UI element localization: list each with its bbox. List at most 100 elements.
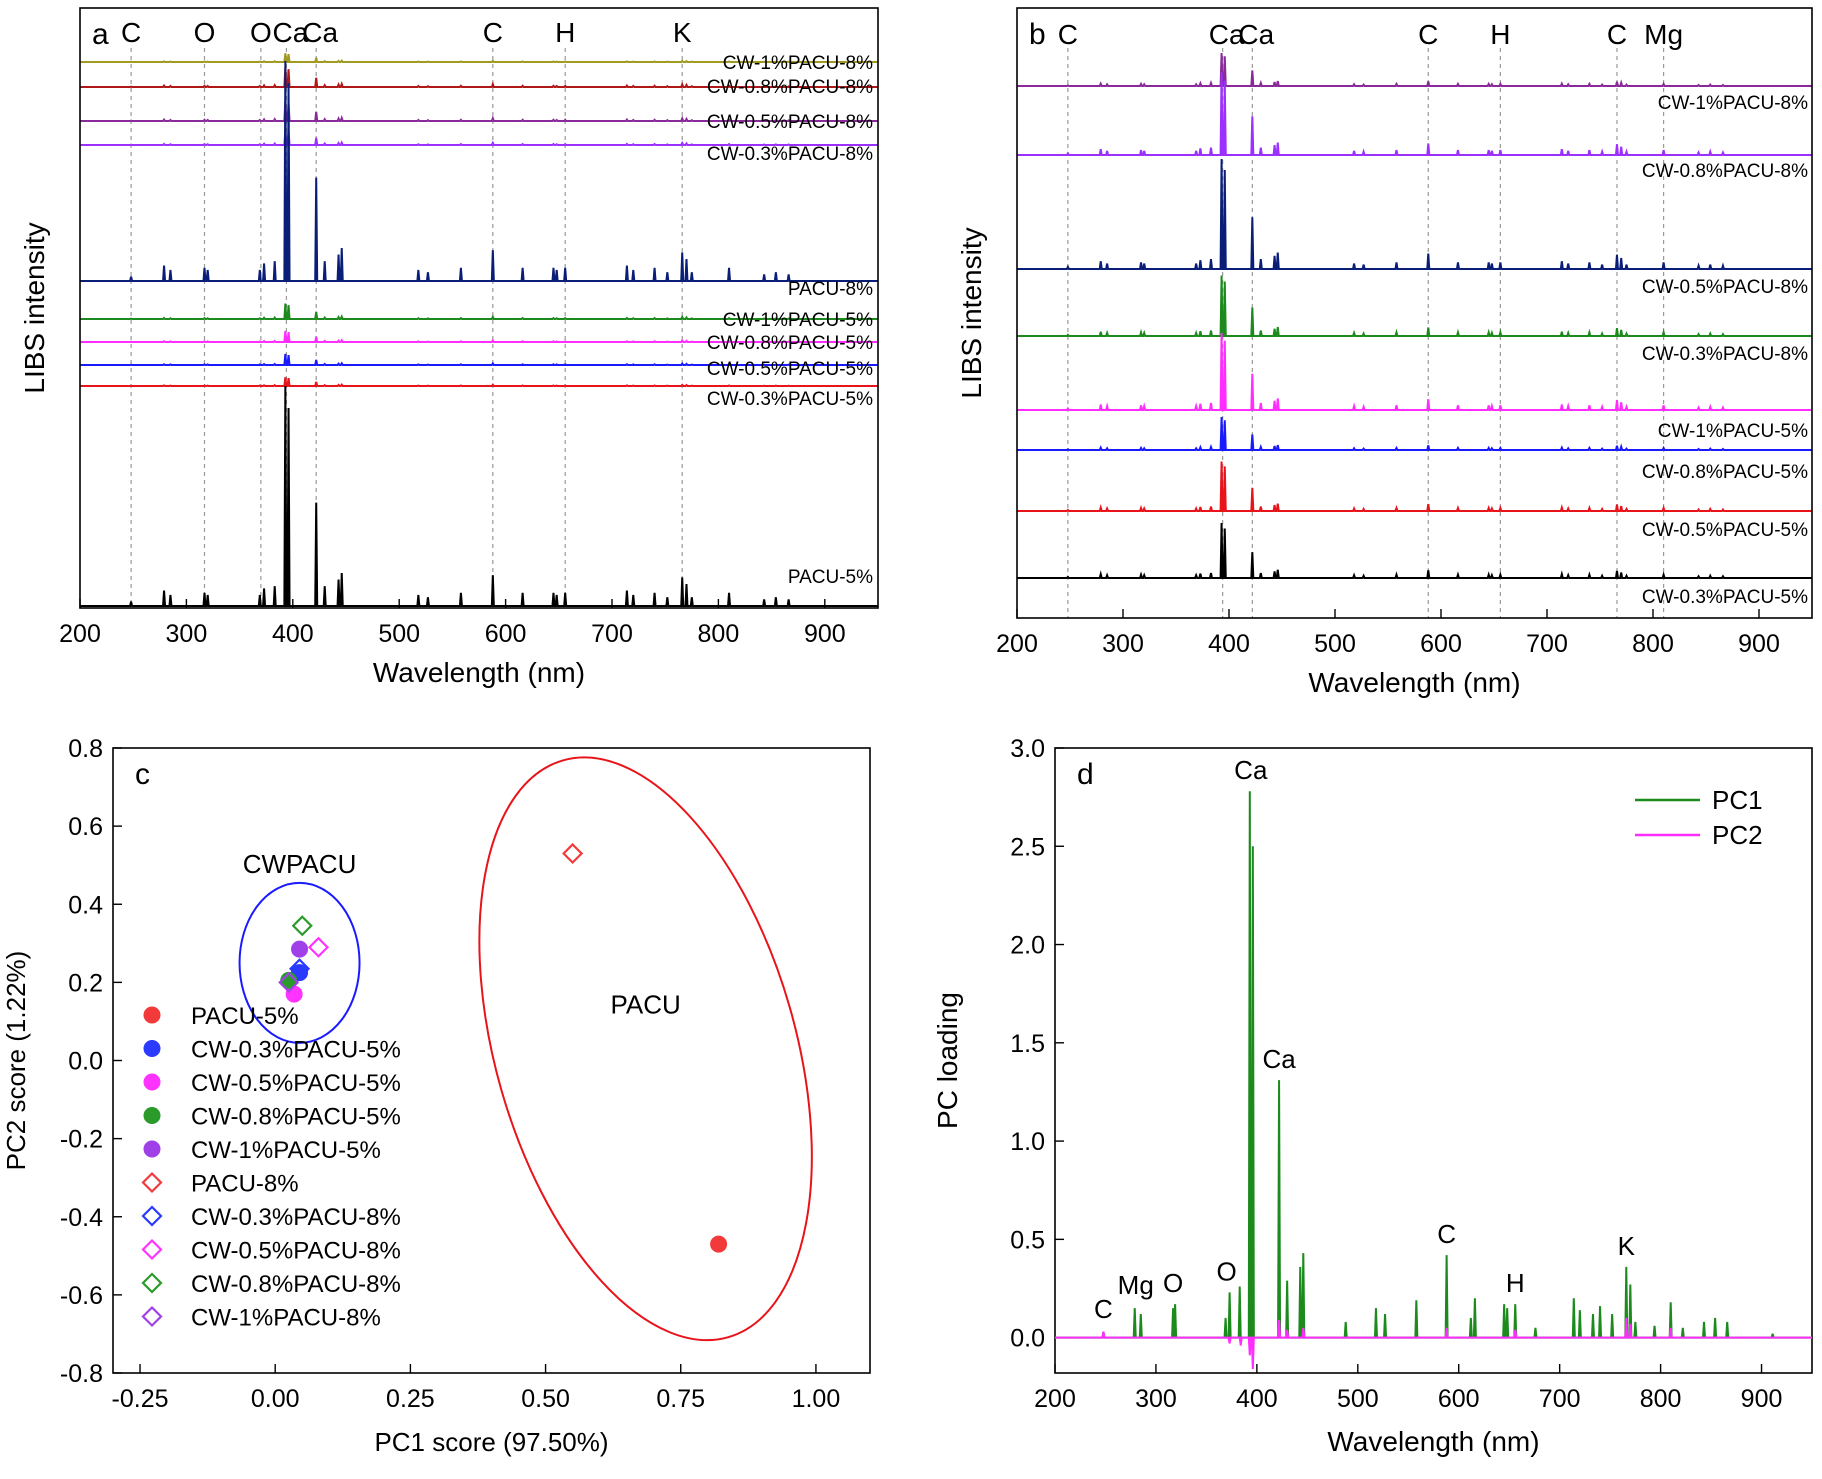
legend-symbol	[141, 1272, 163, 1294]
x-tick-label: 400	[1208, 630, 1250, 658]
series-label: CW-0.3%PACU-5%	[707, 389, 873, 410]
element-marker-label: H	[555, 17, 575, 48]
element-marker-label: C	[1607, 19, 1627, 50]
series-label: CW-1%PACU-5%	[723, 310, 873, 331]
series-label: CW-1%PACU-8%	[1658, 93, 1808, 114]
x-tick-label: 500	[1337, 1385, 1379, 1413]
element-marker-label: H	[1490, 19, 1510, 50]
element-marker-label: C	[1418, 19, 1438, 50]
y-tick-label: 0.0	[68, 1048, 103, 1076]
spectrum-line	[80, 385, 878, 607]
element-marker-label: Ca	[1209, 19, 1245, 50]
x-tick-label: 400	[272, 620, 314, 648]
legend-label: CW-0.8%PACU-5%	[191, 1104, 401, 1131]
spectrum-line	[1017, 52, 1812, 87]
x-tick-label: 400	[1236, 1385, 1278, 1413]
spectrum-line	[1017, 275, 1812, 337]
legend-symbol	[143, 1073, 161, 1091]
x-axis-label: Wavelength (nm)	[373, 657, 585, 688]
element-marker-label: Ca	[273, 17, 309, 48]
y-axis-label: LIBS intensity	[956, 227, 987, 398]
x-axis-label: Wavelength (nm)	[1308, 667, 1520, 698]
group-label: CWPACU	[243, 849, 357, 879]
spectrum-line	[1017, 461, 1812, 512]
peak-label: Mg	[1118, 1270, 1154, 1300]
x-tick-label: -0.25	[112, 1385, 169, 1413]
y-tick-label: -0.6	[60, 1282, 103, 1310]
peak-label: C	[1094, 1294, 1113, 1324]
legend-symbol	[143, 1140, 161, 1158]
y-tick-label: 1.0	[1010, 1128, 1045, 1156]
x-tick-label: 200	[1034, 1385, 1076, 1413]
y-tick-label: 3.0	[1010, 735, 1045, 763]
panel-letter: c	[135, 758, 150, 791]
series-label: CW-0.8%PACU-5%	[707, 333, 873, 354]
series-label: PACU-5%	[788, 567, 873, 588]
x-tick-label: 900	[804, 620, 846, 648]
x-tick-label: 900	[1738, 630, 1780, 658]
legend-symbol	[141, 1305, 163, 1328]
x-tick-label: 500	[378, 620, 420, 648]
series-label: CW-1%PACU-8%	[723, 53, 873, 74]
legend-symbol	[141, 1205, 163, 1227]
panel-letter: b	[1029, 18, 1046, 51]
x-tick-label: 300	[166, 620, 208, 648]
y-tick-label: 2.5	[1010, 833, 1045, 861]
y-tick-label: 0.0	[1010, 1325, 1045, 1353]
series-label: CW-0.3%PACU-5%	[1642, 587, 1808, 608]
data-point	[291, 915, 313, 937]
peak-label: O	[1163, 1268, 1183, 1298]
data-point	[562, 842, 584, 865]
legend-label: CW-0.5%PACU-5%	[191, 1070, 401, 1097]
plot-frame	[1016, 7, 1813, 619]
x-tick-label: 0.25	[386, 1385, 435, 1413]
legend-symbol	[141, 1171, 163, 1194]
series-label: CW-0.5%PACU-5%	[1642, 520, 1808, 541]
loading-line	[1055, 1317, 1812, 1370]
legend-label: CW-0.8%PACU-8%	[191, 1271, 401, 1298]
x-tick-label: 600	[1420, 630, 1462, 658]
x-axis-label: Wavelength (nm)	[1327, 1426, 1539, 1457]
series-label: CW-0.5%PACU-5%	[707, 359, 873, 380]
element-marker-label: Ca	[302, 17, 338, 48]
y-tick-label: -0.2	[60, 1126, 103, 1154]
x-tick-label: 800	[1640, 1385, 1682, 1413]
legend-symbol	[143, 1040, 161, 1057]
legend-label: CW-0.3%PACU-8%	[191, 1204, 401, 1231]
x-tick-label: 200	[996, 630, 1038, 658]
x-tick-label: 300	[1102, 630, 1144, 658]
y-tick-label: 0.8	[68, 735, 103, 763]
plot-frame	[1054, 747, 1813, 1374]
panel-d: 200 300 400 500 600 700 800 900 3.0 2.5 2.0 1.5 1.0 0…	[932, 735, 1813, 1457]
y-tick-label: 0.5	[1010, 1226, 1045, 1254]
x-tick-label: 600	[485, 620, 527, 648]
loading-line	[1055, 791, 1812, 1339]
peak-label: H	[1506, 1268, 1525, 1298]
legend-label: CW-0.3%PACU-5%	[191, 1037, 401, 1064]
panel-letter: d	[1077, 758, 1094, 791]
spectrum-line	[80, 330, 878, 343]
legend-label: PACU-8%	[191, 1171, 299, 1198]
peak-label: Ca	[1262, 1044, 1296, 1074]
element-marker-label: O	[250, 17, 272, 48]
spectrum-line	[80, 60, 878, 282]
x-axis-label: PC1 score (97.50%)	[374, 1427, 608, 1457]
element-marker-label: O	[194, 17, 216, 48]
x-tick-label: 1.00	[792, 1385, 841, 1413]
panel-letter: a	[92, 18, 109, 51]
x-tick-label: 200	[59, 620, 101, 648]
element-marker-label: K	[673, 17, 692, 48]
element-marker-label: Ca	[1238, 19, 1274, 50]
y-axis-label: PC loading	[932, 992, 963, 1129]
spectrum-line	[80, 53, 878, 63]
x-tick-label: 0.75	[656, 1385, 705, 1413]
x-tick-label: 700	[591, 620, 633, 648]
spectrum-line	[1017, 158, 1812, 270]
element-marker-label: C	[483, 17, 503, 48]
spectrum-line	[1017, 522, 1812, 579]
series-label: CW-0.8%PACU-8%	[1642, 161, 1808, 182]
x-tick-label: 600	[1438, 1385, 1480, 1413]
